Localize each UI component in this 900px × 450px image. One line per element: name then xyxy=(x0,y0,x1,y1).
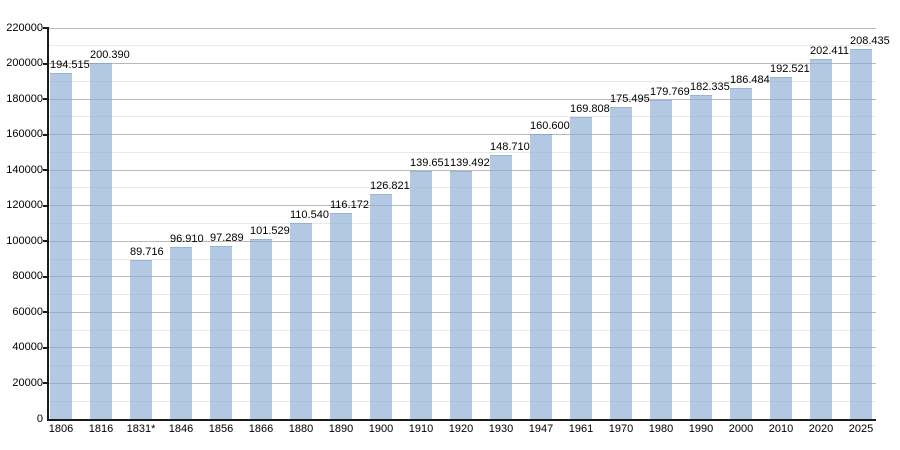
bar-value-label: 186.484 xyxy=(730,73,770,86)
bar-value-label: 110.540 xyxy=(290,208,329,221)
major-gridline xyxy=(49,134,876,136)
bar-2000 xyxy=(730,87,752,419)
minor-gridline xyxy=(49,80,876,82)
y-axis-tick xyxy=(43,275,49,278)
x-axis-tick-label: 1806 xyxy=(48,423,74,435)
bar-1980 xyxy=(650,99,672,419)
y-axis-tick-label: 100000 xyxy=(6,234,43,247)
major-gridline xyxy=(49,98,876,100)
bar-value-label: 200.390 xyxy=(90,48,130,61)
y-axis-tick xyxy=(43,311,49,314)
bar-1880 xyxy=(290,222,312,419)
bar-1990 xyxy=(690,94,712,419)
major-gridline xyxy=(49,169,876,171)
bar-value-label: 116.172 xyxy=(330,198,369,211)
bar-value-label: 175.495 xyxy=(610,93,650,106)
bar-2020 xyxy=(810,59,832,419)
x-axis-tick-label: 1961 xyxy=(568,423,594,435)
bar-value-label: 97.289 xyxy=(210,232,244,245)
y-axis-tick-label: 140000 xyxy=(6,163,43,176)
x-axis-tick-label: 2010 xyxy=(768,423,794,435)
y-axis-tick-label: 180000 xyxy=(6,92,43,105)
bar-value-label: 160.600 xyxy=(530,119,570,132)
bar-value-label: 148.710 xyxy=(490,140,530,153)
y-axis-tick-label: 200000 xyxy=(6,57,43,70)
y-axis-tick-label: 20000 xyxy=(12,376,43,389)
x-axis-tick-label: 1831* xyxy=(126,423,156,435)
y-axis-tick xyxy=(43,133,49,136)
minor-gridline xyxy=(49,116,876,118)
y-axis-tick-label: 0 xyxy=(36,412,43,425)
y-axis-tick xyxy=(43,62,49,65)
y-axis-tick-label: 220000 xyxy=(6,21,43,34)
x-axis-tick-label: 1947 xyxy=(528,423,554,435)
x-axis-tick-label: 2025 xyxy=(848,423,874,435)
bar-1961 xyxy=(570,117,592,419)
bar-1930 xyxy=(490,154,512,419)
minor-gridline xyxy=(49,151,876,153)
x-axis-tick-label: 1816 xyxy=(88,423,114,435)
y-axis-tick-label: 60000 xyxy=(12,305,43,318)
bar-value-label: 101.529 xyxy=(250,224,290,237)
bar-1920 xyxy=(450,171,472,419)
bar-2025 xyxy=(850,48,872,419)
x-axis-tick-label: 1866 xyxy=(248,423,274,435)
y-axis-tick xyxy=(43,346,49,349)
x-axis-tick-label: 1930 xyxy=(488,423,514,435)
bar-1970 xyxy=(610,107,632,419)
x-axis-tick-label: 1920 xyxy=(448,423,474,435)
x-axis-line xyxy=(47,419,876,421)
y-axis-tick-label: 40000 xyxy=(12,341,43,354)
y-axis-tick xyxy=(43,27,49,29)
bar-1947 xyxy=(530,133,552,419)
x-axis-tick-label: 1970 xyxy=(608,423,634,435)
x-axis-tick-label: 1880 xyxy=(288,423,314,435)
x-axis-tick-label: 1980 xyxy=(648,423,674,435)
bar-1890 xyxy=(330,212,352,419)
bar-1866 xyxy=(250,238,272,419)
y-axis-tick xyxy=(43,240,49,243)
x-axis-tick-label: 2020 xyxy=(808,423,834,435)
bar-value-label: 179.769 xyxy=(650,85,690,98)
bar-value-label: 126.821 xyxy=(370,179,410,192)
bar-value-label: 139.651 xyxy=(410,156,450,169)
y-axis-tick-label: 120000 xyxy=(6,199,43,212)
bar-1900 xyxy=(370,193,392,419)
bar-1831* xyxy=(130,259,152,419)
major-gridline xyxy=(49,27,876,29)
bar-1816 xyxy=(90,62,112,419)
bar-1910 xyxy=(410,170,432,419)
bar-value-label: 182.335 xyxy=(690,80,730,93)
major-gridline xyxy=(49,63,876,65)
x-axis-tick-label: 1900 xyxy=(368,423,394,435)
bar-2010 xyxy=(770,76,792,419)
x-axis-tick-label: 1910 xyxy=(408,423,434,435)
bar-1806 xyxy=(50,73,72,419)
bar-value-label: 169.808 xyxy=(570,103,610,116)
x-axis-tick-label: 1856 xyxy=(208,423,234,435)
y-axis-tick xyxy=(43,98,49,101)
bar-value-label: 194.515 xyxy=(50,59,90,72)
bar-value-label: 96.910 xyxy=(170,232,204,245)
x-axis-tick-label: 2000 xyxy=(728,423,754,435)
y-axis-tick xyxy=(43,204,49,207)
y-axis-tick-label: 80000 xyxy=(12,270,43,283)
bar-value-label: 192.521 xyxy=(770,62,810,75)
y-axis-tick-label: 160000 xyxy=(6,128,43,141)
bar-value-label: 208.435 xyxy=(850,34,890,47)
y-axis-tick xyxy=(43,382,49,385)
x-axis-tick-label: 1990 xyxy=(688,423,714,435)
bar-value-label: 139.492 xyxy=(450,157,490,170)
y-axis-line xyxy=(47,28,49,421)
bar-1846 xyxy=(170,246,192,419)
bar-1856 xyxy=(210,246,232,419)
x-axis-tick-label: 1846 xyxy=(168,423,194,435)
minor-gridline xyxy=(49,45,876,47)
bar-value-label: 202.411 xyxy=(810,45,849,58)
y-axis-tick xyxy=(43,169,49,172)
bar-value-label: 89.716 xyxy=(130,245,164,258)
x-axis-tick-label: 1890 xyxy=(328,423,354,435)
